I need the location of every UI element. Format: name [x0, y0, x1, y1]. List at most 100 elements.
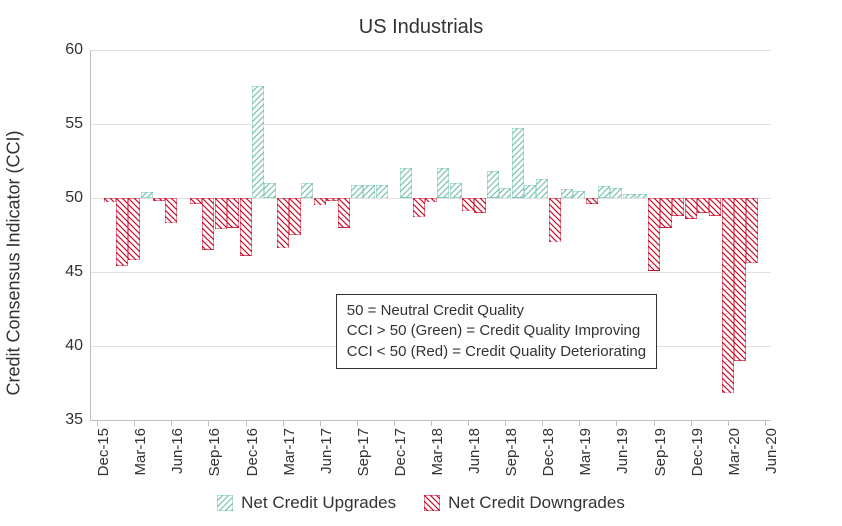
- y-tick-label: 60: [65, 41, 91, 59]
- x-tick-label: Dec-16: [244, 428, 261, 476]
- bar-upgrade: [351, 185, 363, 198]
- bar-upgrade: [561, 189, 573, 198]
- bar-upgrade: [437, 168, 449, 198]
- bar-downgrade: [672, 198, 684, 216]
- x-tick-mark: [616, 420, 617, 426]
- bar-downgrade: [734, 198, 746, 361]
- bar-downgrade: [314, 198, 326, 205]
- gridline: [91, 272, 771, 273]
- bar-downgrade: [709, 198, 721, 216]
- bar-downgrade: [549, 198, 561, 242]
- bar-downgrade: [190, 198, 202, 204]
- x-tick-mark: [505, 420, 506, 426]
- bar-upgrade: [635, 194, 647, 198]
- gridline: [91, 50, 771, 51]
- x-tick-label: Sep-16: [206, 428, 223, 476]
- y-tick-label: 50: [65, 189, 91, 207]
- bar-downgrade: [746, 198, 758, 263]
- y-tick-label: 45: [65, 263, 91, 281]
- bar-upgrade: [610, 188, 622, 198]
- bar-upgrade: [536, 179, 548, 198]
- x-tick-mark: [171, 420, 172, 426]
- x-tick-mark: [283, 420, 284, 426]
- upgrades-swatch-icon: [217, 495, 233, 511]
- bar-downgrade: [289, 198, 301, 235]
- x-tick-mark: [394, 420, 395, 426]
- plot-area: 354045505560Dec-15Mar-16Jun-16Sep-16Dec-…: [90, 50, 771, 421]
- bar-upgrade: [623, 194, 635, 198]
- y-tick-label: 40: [65, 337, 91, 355]
- bar-downgrade: [586, 198, 598, 204]
- bar-downgrade: [648, 198, 660, 271]
- bar-downgrade: [413, 198, 425, 217]
- bar-downgrade: [425, 198, 437, 202]
- bar-upgrade: [573, 191, 585, 198]
- bar-upgrade: [512, 128, 524, 198]
- bar-upgrade: [450, 183, 462, 198]
- x-tick-label: Jun-17: [318, 428, 335, 474]
- bar-downgrade: [338, 198, 350, 228]
- x-tick-mark: [320, 420, 321, 426]
- bar-downgrade: [326, 198, 338, 201]
- x-tick-mark: [246, 420, 247, 426]
- bar-downgrade: [697, 198, 709, 213]
- x-tick-mark: [765, 420, 766, 426]
- bar-downgrade: [116, 198, 128, 266]
- bar-upgrade: [499, 188, 511, 198]
- y-tick-label: 35: [65, 411, 91, 429]
- gridline: [91, 124, 771, 125]
- legend-item-downgrades: Net Credit Downgrades: [424, 493, 625, 513]
- bar-downgrade: [153, 198, 165, 201]
- bar-upgrade: [598, 186, 610, 198]
- bar-downgrade: [227, 198, 239, 228]
- x-tick-mark: [542, 420, 543, 426]
- bar-downgrade: [165, 198, 177, 223]
- x-tick-label: Mar-17: [281, 428, 298, 476]
- bar-downgrade: [215, 198, 227, 229]
- x-tick-mark: [208, 420, 209, 426]
- x-tick-label: Dec-17: [392, 428, 409, 476]
- x-tick-label: Dec-15: [95, 428, 112, 476]
- x-tick-label: Mar-19: [577, 428, 594, 476]
- x-tick-mark: [97, 420, 98, 426]
- x-tick-mark: [431, 420, 432, 426]
- chart-title: US Industrials: [0, 16, 842, 39]
- bar-downgrade: [240, 198, 252, 256]
- info-box: 50 = Neutral Credit QualityCCI > 50 (Gre…: [336, 294, 657, 369]
- x-tick-mark: [357, 420, 358, 426]
- bar-upgrade: [252, 86, 264, 198]
- x-tick-mark: [134, 420, 135, 426]
- x-tick-label: Sep-18: [503, 428, 520, 476]
- bar-downgrade: [202, 198, 214, 250]
- bar-upgrade: [400, 168, 412, 198]
- x-tick-label: Jun-19: [614, 428, 631, 474]
- info-box-line: CCI < 50 (Red) = Credit Quality Deterior…: [347, 342, 646, 362]
- x-tick-label: Mar-16: [132, 428, 149, 476]
- x-tick-label: Dec-18: [540, 428, 557, 476]
- y-axis-label: Credit Consensus Indicator (CCI): [4, 130, 25, 395]
- x-tick-label: Sep-19: [652, 428, 669, 476]
- chart-container: US Industrials Credit Consensus Indicato…: [0, 0, 842, 526]
- info-box-line: 50 = Neutral Credit Quality: [347, 301, 646, 321]
- bar-upgrade: [487, 171, 499, 198]
- bar-downgrade: [722, 198, 734, 393]
- bar-upgrade: [301, 183, 313, 198]
- legend-label: Net Credit Downgrades: [448, 493, 625, 513]
- x-tick-label: Mar-20: [726, 428, 743, 476]
- bar-upgrade: [141, 192, 153, 198]
- bar-upgrade: [376, 185, 388, 198]
- x-tick-label: Jun-20: [763, 428, 780, 474]
- bar-upgrade: [524, 185, 536, 198]
- x-tick-mark: [579, 420, 580, 426]
- legend-label: Net Credit Upgrades: [241, 493, 396, 513]
- bar-downgrade: [128, 198, 140, 260]
- x-tick-mark: [728, 420, 729, 426]
- bar-downgrade: [462, 198, 474, 211]
- x-tick-mark: [691, 420, 692, 426]
- x-tick-label: Jun-18: [466, 428, 483, 474]
- info-box-line: CCI > 50 (Green) = Credit Quality Improv…: [347, 321, 646, 341]
- y-tick-label: 55: [65, 115, 91, 133]
- bar-upgrade: [264, 183, 276, 198]
- bar-downgrade: [277, 198, 289, 248]
- bar-downgrade: [685, 198, 697, 219]
